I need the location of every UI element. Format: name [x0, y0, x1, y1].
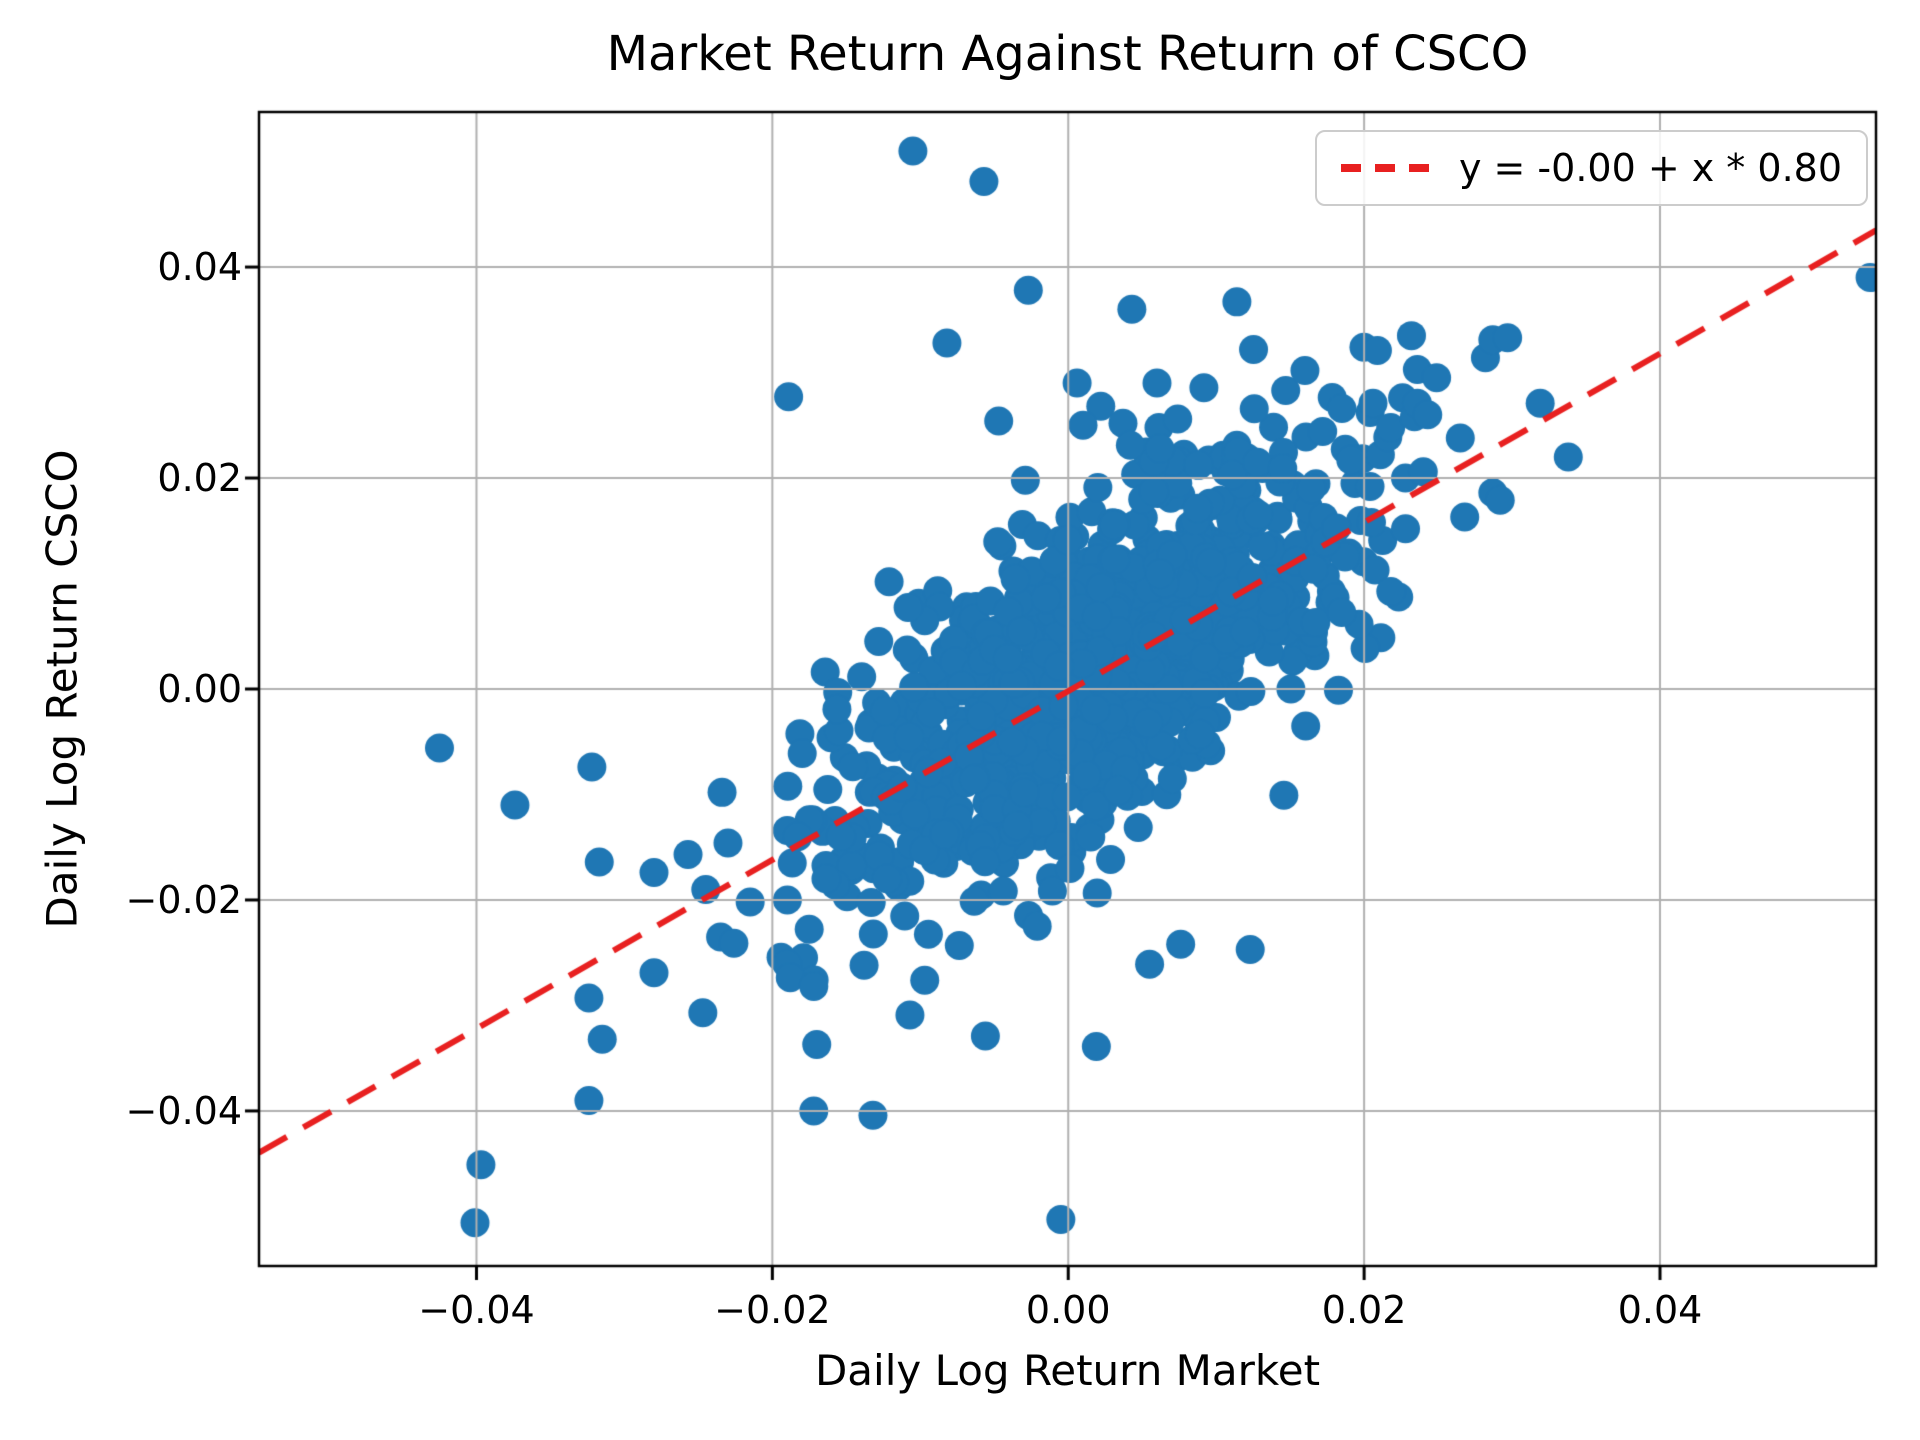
x-tick-label: −0.04 — [418, 1288, 535, 1332]
y-tick-label: −0.04 — [125, 1088, 242, 1133]
y-tick-label: 0.02 — [157, 456, 242, 501]
y-tick-label: 0.00 — [157, 667, 242, 711]
x-tick-label: 0.02 — [1321, 1288, 1407, 1332]
x-tick-label: 0.04 — [1617, 1288, 1703, 1332]
legend-label: y = -0.00 + x * 0.80 — [1458, 146, 1842, 190]
y-tick-label: −0.02 — [125, 877, 242, 922]
legend-box: y = -0.00 + x * 0.80 — [1314, 130, 1868, 206]
legend-dashed-line-icon — [1340, 164, 1433, 172]
x-tick-label: 0.00 — [1025, 1288, 1111, 1332]
chart-title: Market Return Against Return of CSCO — [606, 26, 1529, 82]
y-tick-label: 0.04 — [157, 245, 242, 290]
x-axis-label: Daily Log Return Market — [814, 1346, 1321, 1395]
x-tick-label: −0.02 — [714, 1288, 831, 1332]
